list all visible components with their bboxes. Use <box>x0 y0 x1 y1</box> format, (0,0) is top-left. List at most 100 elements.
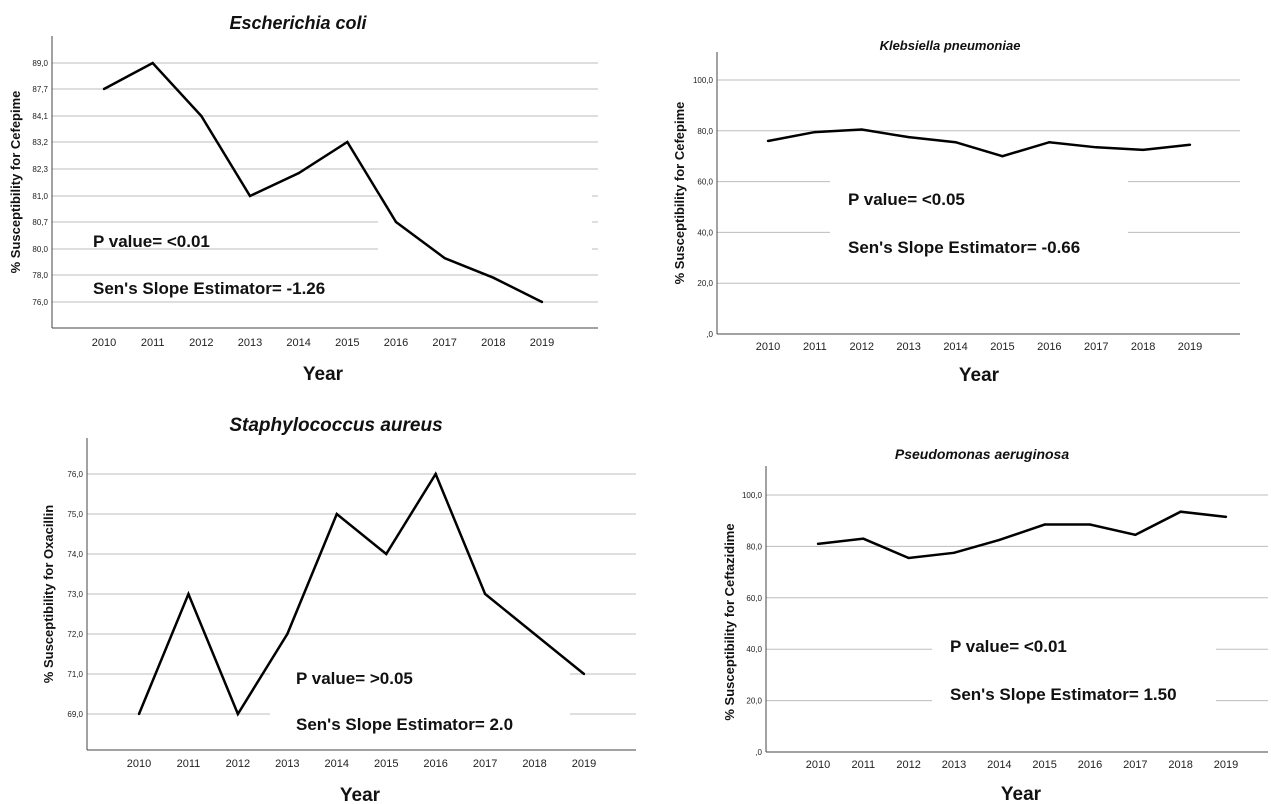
x-tick-label: 2019 <box>572 758 596 770</box>
chart-title: Staphylococcus aureus <box>229 415 442 436</box>
chart-title: Pseudomonas aeruginosa <box>895 446 1069 462</box>
y-tick-label: 80,0 <box>697 127 713 136</box>
x-tick-label: 2017 <box>432 337 456 349</box>
x-tick-label: 2016 <box>384 337 408 349</box>
x-tick-label: 2017 <box>1123 759 1147 771</box>
y-tick-label: 75,0 <box>67 510 83 519</box>
data-point <box>1088 523 1092 526</box>
series-line <box>137 471 585 717</box>
y-tick-label: ,0 <box>755 748 762 757</box>
data-point <box>1179 510 1182 513</box>
x-tick-label: 2019 <box>1214 759 1238 771</box>
x-tick-label: 2014 <box>286 337 310 349</box>
x-tick-label: 2015 <box>1032 759 1056 771</box>
series-line <box>103 61 543 304</box>
data-point <box>137 712 141 716</box>
data-point <box>998 538 1001 542</box>
y-tick-label: 83,2 <box>32 138 48 147</box>
x-tick-label: 2014 <box>987 759 1011 771</box>
sens-slope-annotation: Sen's Slope Estimator= -0.66 <box>848 238 1080 257</box>
x-axis-label: Year <box>1001 784 1042 804</box>
data-point <box>394 220 398 224</box>
y-tick-label: 81,0 <box>32 192 48 201</box>
y-axis-label: % Susceptibility for Cefepime <box>672 102 687 285</box>
x-tick-label: 2018 <box>1131 341 1155 353</box>
x-axis-label: Year <box>340 785 381 804</box>
x-tick-label: 2014 <box>943 341 967 353</box>
y-tick-label: 87,7 <box>32 85 48 94</box>
x-tick-label: 2016 <box>1078 759 1102 771</box>
sens-slope-annotation: Sen's Slope Estimator= 1.50 <box>950 685 1177 704</box>
series-line <box>817 510 1227 560</box>
data-point <box>443 256 446 260</box>
data-point <box>816 542 820 546</box>
data-point <box>434 472 437 476</box>
x-tick-label: 2010 <box>127 758 151 770</box>
y-tick-label: 89,0 <box>32 59 48 68</box>
chart-title: Klebsiella pneumoniae <box>880 38 1021 53</box>
y-tick-label: 100,0 <box>742 491 763 500</box>
data-point <box>483 592 487 596</box>
x-tick-label: 2018 <box>481 337 505 349</box>
y-tick-label: 20,0 <box>697 279 713 288</box>
data-point <box>1188 143 1192 146</box>
data-point <box>766 139 770 143</box>
p-value-annotation: P value= <0.05 <box>848 190 965 209</box>
data-point <box>286 632 289 636</box>
x-tick-label: 2012 <box>189 337 213 349</box>
x-tick-label: 2013 <box>275 758 299 770</box>
x-tick-label: 2012 <box>896 759 920 771</box>
p-value-annotation: P value= <0.01 <box>950 637 1067 656</box>
x-tick-label: 2017 <box>473 758 497 770</box>
data-point <box>1134 533 1137 537</box>
p-value-annotation: P value= <0.01 <box>93 232 210 251</box>
x-tick-label: 2015 <box>374 758 398 770</box>
x-tick-label: 2016 <box>423 758 447 770</box>
y-tick-label: 20,0 <box>746 697 762 706</box>
x-tick-label: 2018 <box>1168 759 1192 771</box>
data-point <box>187 592 190 596</box>
data-point <box>907 556 910 560</box>
chart-klebsiella-pneumoniae: ,0 20,0 40,0 60,0 80,0 100,0 2010 2011 2012 2013 2… <box>672 38 1240 386</box>
chart-title: Escherichia coli <box>229 13 367 33</box>
data-point <box>1095 146 1098 149</box>
x-tick-label: 2016 <box>1037 341 1061 353</box>
x-tick-label: 2018 <box>522 758 546 770</box>
data-point <box>236 712 240 716</box>
x-tick-label: 2013 <box>896 341 920 353</box>
y-axis-label: % Susceptibility for Cefepime <box>8 91 23 274</box>
data-point <box>248 194 252 198</box>
y-tick-label: 40,0 <box>746 645 762 654</box>
y-tick-label: ,0 <box>706 330 713 339</box>
x-tick-label: 2019 <box>1178 341 1202 353</box>
y-tick-label: 74,0 <box>67 550 83 559</box>
data-point <box>860 128 863 131</box>
data-point <box>385 552 388 556</box>
data-point <box>533 632 536 636</box>
data-point <box>952 551 956 555</box>
y-tick-label: 76,0 <box>32 298 48 307</box>
y-axis-label: % Susceptibility for Ceftazidime <box>722 523 737 720</box>
data-point <box>1001 155 1004 158</box>
x-tick-label: 2011 <box>803 341 827 353</box>
data-point <box>1224 515 1228 519</box>
chart-pseudomonas-aeruginosa: ,0 20,0 40,0 60,0 80,0 100,0 2010 2011 2012 2013 2… <box>722 446 1268 804</box>
data-point <box>582 672 586 676</box>
data-point <box>151 61 154 65</box>
data-point <box>297 171 300 175</box>
y-tick-label: 73,0 <box>67 590 83 599</box>
y-tick-label: 80,0 <box>746 542 762 551</box>
y-tick-label: 82,3 <box>32 165 48 174</box>
x-tick-label: 2015 <box>335 337 359 349</box>
x-axis-label: Year <box>959 365 1000 386</box>
x-tick-label: 2010 <box>756 341 780 353</box>
chart-escherichia-coli: 76,0 78,0 80,0 80,7 81,0 82,3 83,2 84,1 87,7 89,0… <box>8 13 598 385</box>
data-point <box>335 512 338 516</box>
data-point <box>813 130 817 134</box>
sens-slope-annotation: Sen's Slope Estimator= 2.0 <box>296 715 513 734</box>
data-point <box>862 537 865 540</box>
y-tick-label: 80,0 <box>32 245 48 254</box>
x-tick-label: 2019 <box>530 337 554 349</box>
y-tick-label: 72,0 <box>67 630 83 639</box>
